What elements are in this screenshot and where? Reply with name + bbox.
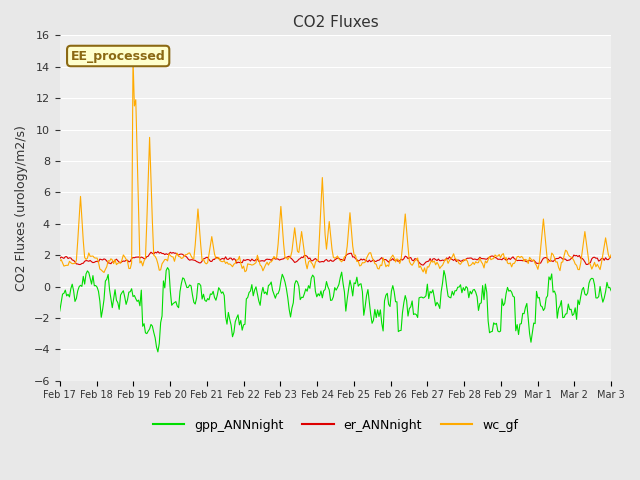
Y-axis label: CO2 Fluxes (urology/m2/s): CO2 Fluxes (urology/m2/s) [15, 125, 28, 291]
gpp_ANNnight [154, 349, 162, 355]
gpp_ANNnight [277, 278, 285, 284]
er_ANNnight [154, 249, 162, 254]
er_ANNnight [276, 257, 284, 263]
wc_gf [276, 222, 284, 228]
gpp_ANNnight [460, 285, 467, 290]
wc_gf [56, 258, 63, 264]
gpp_ANNnight [406, 306, 413, 312]
wc_gf [237, 261, 244, 266]
gpp_ANNnight [122, 301, 130, 307]
er_ANNnight [237, 259, 244, 265]
wc_gf [460, 259, 467, 264]
er_ANNnight [607, 253, 615, 259]
wc_gf [422, 271, 430, 276]
wc_gf [457, 262, 465, 267]
Title: CO2 Fluxes: CO2 Fluxes [292, 15, 378, 30]
wc_gf [122, 256, 130, 262]
er_ANNnight [56, 256, 63, 262]
er_ANNnight [122, 257, 130, 263]
gpp_ANNnight [164, 265, 172, 271]
wc_gf [404, 244, 412, 250]
Line: wc_gf: wc_gf [60, 59, 611, 274]
Legend: gpp_ANNnight, er_ANNnight, wc_gf: gpp_ANNnight, er_ANNnight, wc_gf [148, 414, 523, 437]
er_ANNnight [460, 257, 467, 263]
gpp_ANNnight [56, 308, 63, 314]
er_ANNnight [419, 262, 427, 268]
er_ANNnight [404, 256, 412, 262]
Line: er_ANNnight: er_ANNnight [60, 252, 611, 265]
gpp_ANNnight [457, 282, 465, 288]
er_ANNnight [457, 259, 465, 264]
Text: EE_processed: EE_processed [71, 49, 166, 62]
wc_gf [607, 252, 615, 258]
gpp_ANNnight [607, 288, 615, 294]
wc_gf [129, 56, 137, 62]
Line: gpp_ANNnight: gpp_ANNnight [60, 268, 611, 352]
gpp_ANNnight [238, 327, 246, 333]
